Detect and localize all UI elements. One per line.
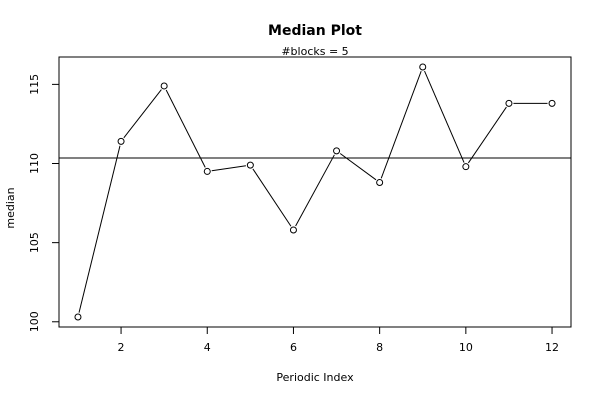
series-line-segment <box>123 89 162 139</box>
series-line-segment <box>165 89 206 168</box>
data-point <box>462 163 470 171</box>
data-point <box>505 99 513 107</box>
data-point <box>548 99 556 107</box>
series-group <box>74 63 556 321</box>
data-point <box>74 313 82 321</box>
y-tick-label: 105 <box>28 232 41 253</box>
y-axis: 100 105 110 115 <box>28 74 60 332</box>
chart-title: Median Plot <box>268 23 362 39</box>
plot-area-border <box>58 56 572 328</box>
data-point <box>160 82 168 90</box>
chart-subtitle: #blocks = 5 <box>281 45 348 58</box>
x-axis-label: Periodic Index <box>276 371 354 384</box>
y-tick-label: 100 <box>28 311 41 332</box>
series-line-segment <box>252 168 292 227</box>
y-tick-label: 115 <box>28 74 41 95</box>
series-line-segment <box>380 71 422 179</box>
x-tick-label: 2 <box>118 341 125 354</box>
data-point <box>289 226 297 234</box>
series-line-segment <box>467 106 507 164</box>
data-point <box>376 179 384 187</box>
data-point <box>246 161 254 169</box>
data-point <box>117 137 125 145</box>
data-point <box>333 147 341 155</box>
x-tick-label: 8 <box>376 341 383 354</box>
y-tick-label: 110 <box>28 153 41 174</box>
series-line-segment <box>424 70 465 163</box>
series-line-segment <box>295 154 335 227</box>
x-tick-label: 6 <box>290 341 297 354</box>
x-tick-label: 4 <box>204 341 211 354</box>
series-line-segment <box>78 145 121 313</box>
data-point <box>419 63 427 71</box>
data-point <box>203 167 211 175</box>
series-line-segment <box>211 165 246 172</box>
y-axis-label: median <box>4 187 17 228</box>
series-line-segment <box>339 153 377 181</box>
x-axis: 2 4 6 8 10 12 <box>118 326 559 354</box>
x-tick-label: 12 <box>545 341 559 354</box>
x-tick-label: 10 <box>459 341 473 354</box>
